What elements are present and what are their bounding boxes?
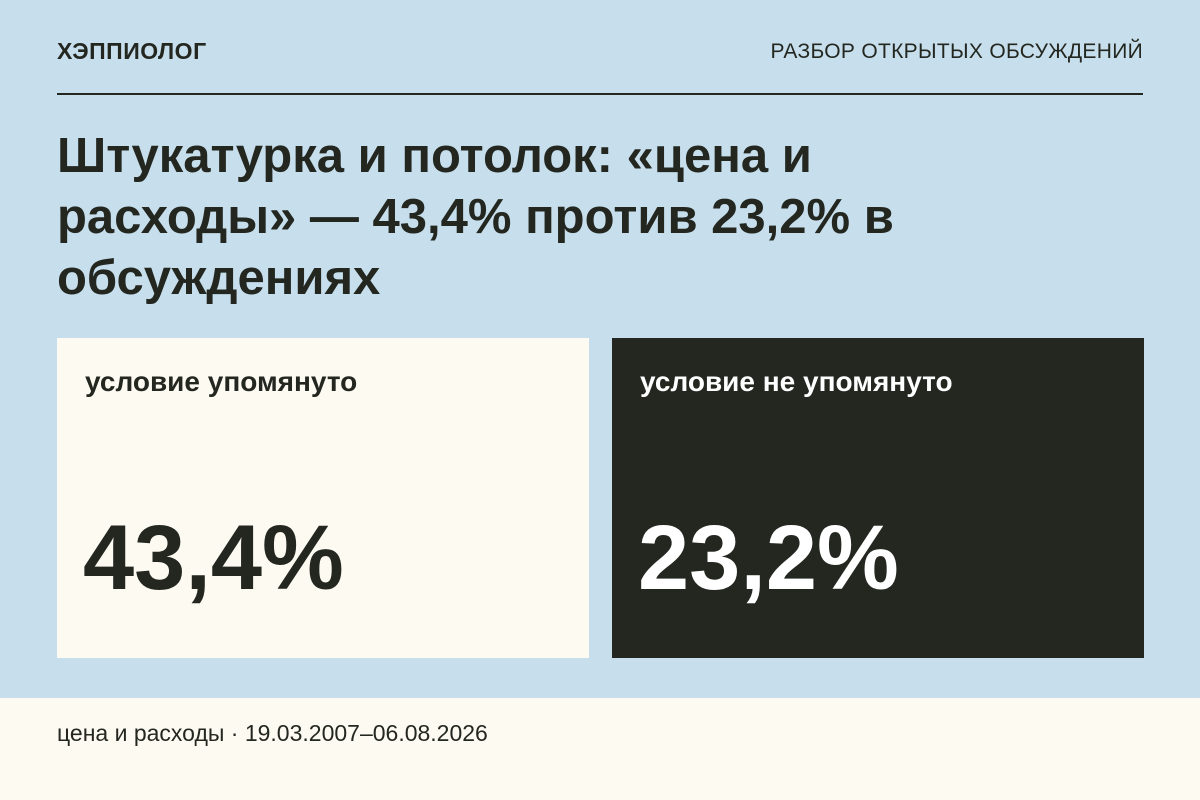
section-label: РАЗБОР ОТКРЫТЫХ ОБСУЖДЕНИЙ <box>770 40 1143 63</box>
card-label: условие упомянуто <box>85 366 358 397</box>
title: Штукатурка и потолок: «цена и расходы» —… <box>57 129 894 305</box>
card-label: условие не упомянуто <box>640 366 953 397</box>
footer: цена и расходы · 19.03.2007–06.08.2026 <box>0 698 1200 800</box>
card: условие упомянуто 43,4% <box>57 338 589 658</box>
card: условие не упомянуто 23,2% <box>612 338 1144 658</box>
brand: ХЭППИОЛОГ <box>57 38 207 64</box>
card-value: 23,2% <box>638 507 899 609</box>
card-value: 43,4% <box>83 507 344 609</box>
divider <box>57 93 1143 95</box>
footer-text: цена и расходы · 19.03.2007–06.08.2026 <box>57 720 488 746</box>
